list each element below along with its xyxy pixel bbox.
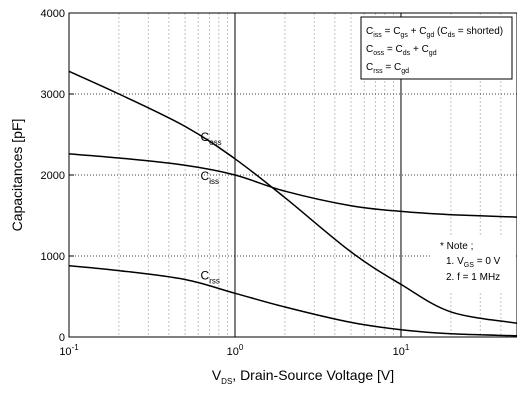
legend-line: Crss = Cgd [366, 62, 409, 75]
note-title: * Note ; [440, 241, 473, 252]
series-lines [68, 70, 517, 337]
note-box: * Note ; 1. VGS = 0 V 2. f = 1 MHz [432, 237, 514, 293]
legend-line: Coss = Cds + Cgd [366, 44, 437, 57]
y-tick-label: 2000 [41, 170, 65, 182]
note-line: 1. VGS = 0 V [446, 256, 501, 269]
grid [69, 13, 517, 337]
y-tick-label: 1000 [41, 251, 65, 263]
axis-ticks: 0 1000 2000 3000 4000 10-1 100 101 [41, 8, 410, 358]
series-label-iss: Ciss [201, 169, 219, 186]
series-line-rss [68, 264, 517, 337]
y-tick-label: 3000 [41, 89, 65, 101]
note-line: 2. f = 1 MHz [446, 272, 500, 283]
x-axis-label: VDS, Drain-Source Voltage [V] [212, 367, 394, 386]
y-tick-label: 0 [59, 332, 65, 344]
x-tick-label: 10-1 [59, 343, 79, 358]
y-tick-label: 4000 [41, 8, 65, 20]
x-tick-label: 100 [227, 343, 244, 358]
series-label-rss: Crss [201, 268, 220, 285]
y-axis-label: Capacitances [pF] [9, 119, 25, 232]
legend-line: Ciss = Cgs + Cgd (Cds = shorted) [366, 26, 503, 39]
note-background [432, 237, 514, 293]
series-line-oss [68, 70, 517, 324]
series-label-oss: Coss [201, 130, 222, 147]
legend-frame [360, 16, 513, 80]
series-line-iss [68, 153, 517, 218]
x-tick-label: 101 [393, 343, 410, 358]
legend-box: Ciss = Cgs + Cgd (Cds = shorted) Coss = C… [360, 16, 513, 80]
series-labels: Coss Ciss Crss [201, 130, 222, 286]
